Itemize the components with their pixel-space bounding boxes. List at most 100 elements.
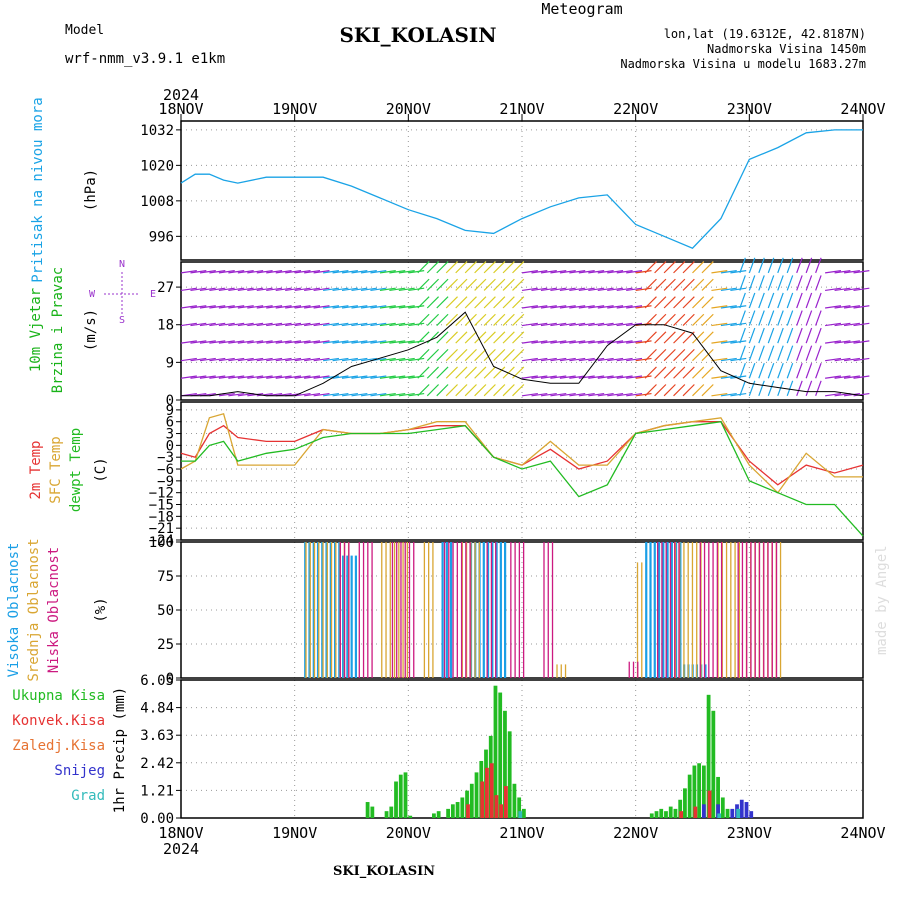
- wind-barb: [465, 349, 476, 360]
- cloud-bar: [734, 542, 735, 678]
- wind-barb: [683, 385, 694, 396]
- precip-conv-bar: [490, 763, 494, 818]
- wind-barb: [427, 262, 438, 273]
- cloud-bar: [523, 542, 524, 678]
- wind-barb: [475, 349, 486, 360]
- precip-grad-bar: [717, 813, 721, 818]
- cloud-bar: [730, 542, 731, 678]
- cloud-bar: [310, 542, 311, 678]
- pressure-line: [181, 130, 863, 248]
- precip-total-bar: [451, 804, 455, 818]
- cloud-bar: [398, 542, 399, 678]
- precip-ytick-label: 1.21: [140, 783, 174, 799]
- cloud-bar: [446, 542, 448, 678]
- cloud-bar: [394, 542, 395, 678]
- wind-barb: [513, 385, 524, 396]
- cloud-bar: [726, 542, 727, 678]
- wind-barb: [427, 367, 438, 378]
- precip-conv-bar: [485, 768, 489, 818]
- cloud-bar: [780, 542, 781, 678]
- precip-ylabel: 1hr Precip (mm): [112, 687, 128, 813]
- wind-barb: [787, 363, 792, 378]
- cloud-bar: [491, 542, 492, 678]
- precip-total-bar: [408, 816, 412, 818]
- wind-barb: [749, 293, 754, 308]
- cloud-bar: [750, 542, 751, 678]
- wind-barb: [446, 385, 457, 396]
- precip-total-bar: [697, 763, 701, 818]
- wind-barb: [465, 367, 476, 378]
- wind-barb: [787, 328, 792, 343]
- wind-barb: [456, 385, 467, 396]
- watermark: made by Angel: [874, 545, 890, 655]
- wind-barb: [484, 332, 495, 343]
- wind-barb: [702, 297, 713, 308]
- wind-barb: [456, 297, 467, 308]
- wind-barb: [664, 297, 675, 308]
- cloud-bar: [688, 542, 689, 678]
- location-text: lon,lat (19.6312E, 42.8187N): [664, 27, 866, 41]
- cloud-bar: [692, 542, 693, 678]
- wind-barb: [759, 346, 764, 361]
- wind-barb: [778, 275, 783, 290]
- wind-barb: [494, 314, 505, 325]
- wind-ytick-label: 9: [166, 355, 174, 371]
- wind-barb: [702, 332, 713, 343]
- cloud-bar: [371, 542, 372, 678]
- wind-barb: [816, 293, 821, 308]
- wind-barb: [664, 314, 675, 325]
- precip-total-bar: [470, 784, 474, 818]
- wind-barb: [475, 297, 486, 308]
- wind-barb: [484, 367, 495, 378]
- wind-barb: [655, 349, 666, 360]
- temp-ylabel-0: 2m Temp: [28, 440, 44, 499]
- cloud-bar: [670, 542, 671, 678]
- cloud-ytick-label: 25: [157, 637, 174, 653]
- precip-total-bar: [513, 784, 517, 818]
- wind-barb: [456, 349, 467, 360]
- cloud-bar: [441, 542, 443, 678]
- altitude-text: Nadmorska Visina 1450m: [707, 42, 866, 56]
- compass-s: S: [119, 315, 125, 326]
- cloud-bar: [712, 542, 713, 678]
- wind-barb: [655, 279, 666, 290]
- cloud-bar: [708, 542, 709, 678]
- precip-legend-0: Ukupna Kisa: [12, 688, 105, 704]
- wind-barb: [503, 385, 514, 396]
- precip-total-bar: [456, 802, 460, 818]
- wind-barb: [797, 328, 802, 343]
- wind-barb: [816, 363, 821, 378]
- wind-barb: [816, 311, 821, 326]
- wind-barb: [683, 262, 694, 273]
- cloud-bar: [424, 542, 425, 678]
- wind-barb: [778, 293, 783, 308]
- wind-barb: [446, 332, 457, 343]
- precip-legend-3: Snijeg: [54, 763, 105, 779]
- wind-barb: [778, 328, 783, 343]
- wind-barb: [655, 314, 666, 325]
- wind-barb: [693, 385, 704, 396]
- cloud-bar: [666, 542, 667, 678]
- wind-barb: [768, 311, 773, 326]
- wind-barb: [484, 385, 495, 396]
- model-label: Model: [65, 23, 104, 38]
- precip-legend-2: Zaledj.Kisa: [12, 738, 105, 754]
- cloud-bar: [645, 542, 647, 678]
- wind-barb: [494, 297, 505, 308]
- temperature-ytick-label: 9: [166, 403, 174, 419]
- wind-barb: [664, 262, 675, 273]
- cloud-bar: [407, 542, 408, 678]
- wind-barb: [664, 349, 675, 360]
- wind-barb: [655, 297, 666, 308]
- precip-total-bar: [721, 797, 725, 818]
- footer-station: SKI_KOLASIN: [333, 864, 435, 879]
- wind-barb: [427, 385, 438, 396]
- cloud-bars: [304, 542, 781, 678]
- precip-total-bar: [659, 809, 663, 818]
- pressure-ytick-label: 996: [149, 229, 174, 245]
- wind-barb: [475, 385, 486, 396]
- cloud-bar: [504, 542, 506, 678]
- cloud-bar: [678, 542, 679, 678]
